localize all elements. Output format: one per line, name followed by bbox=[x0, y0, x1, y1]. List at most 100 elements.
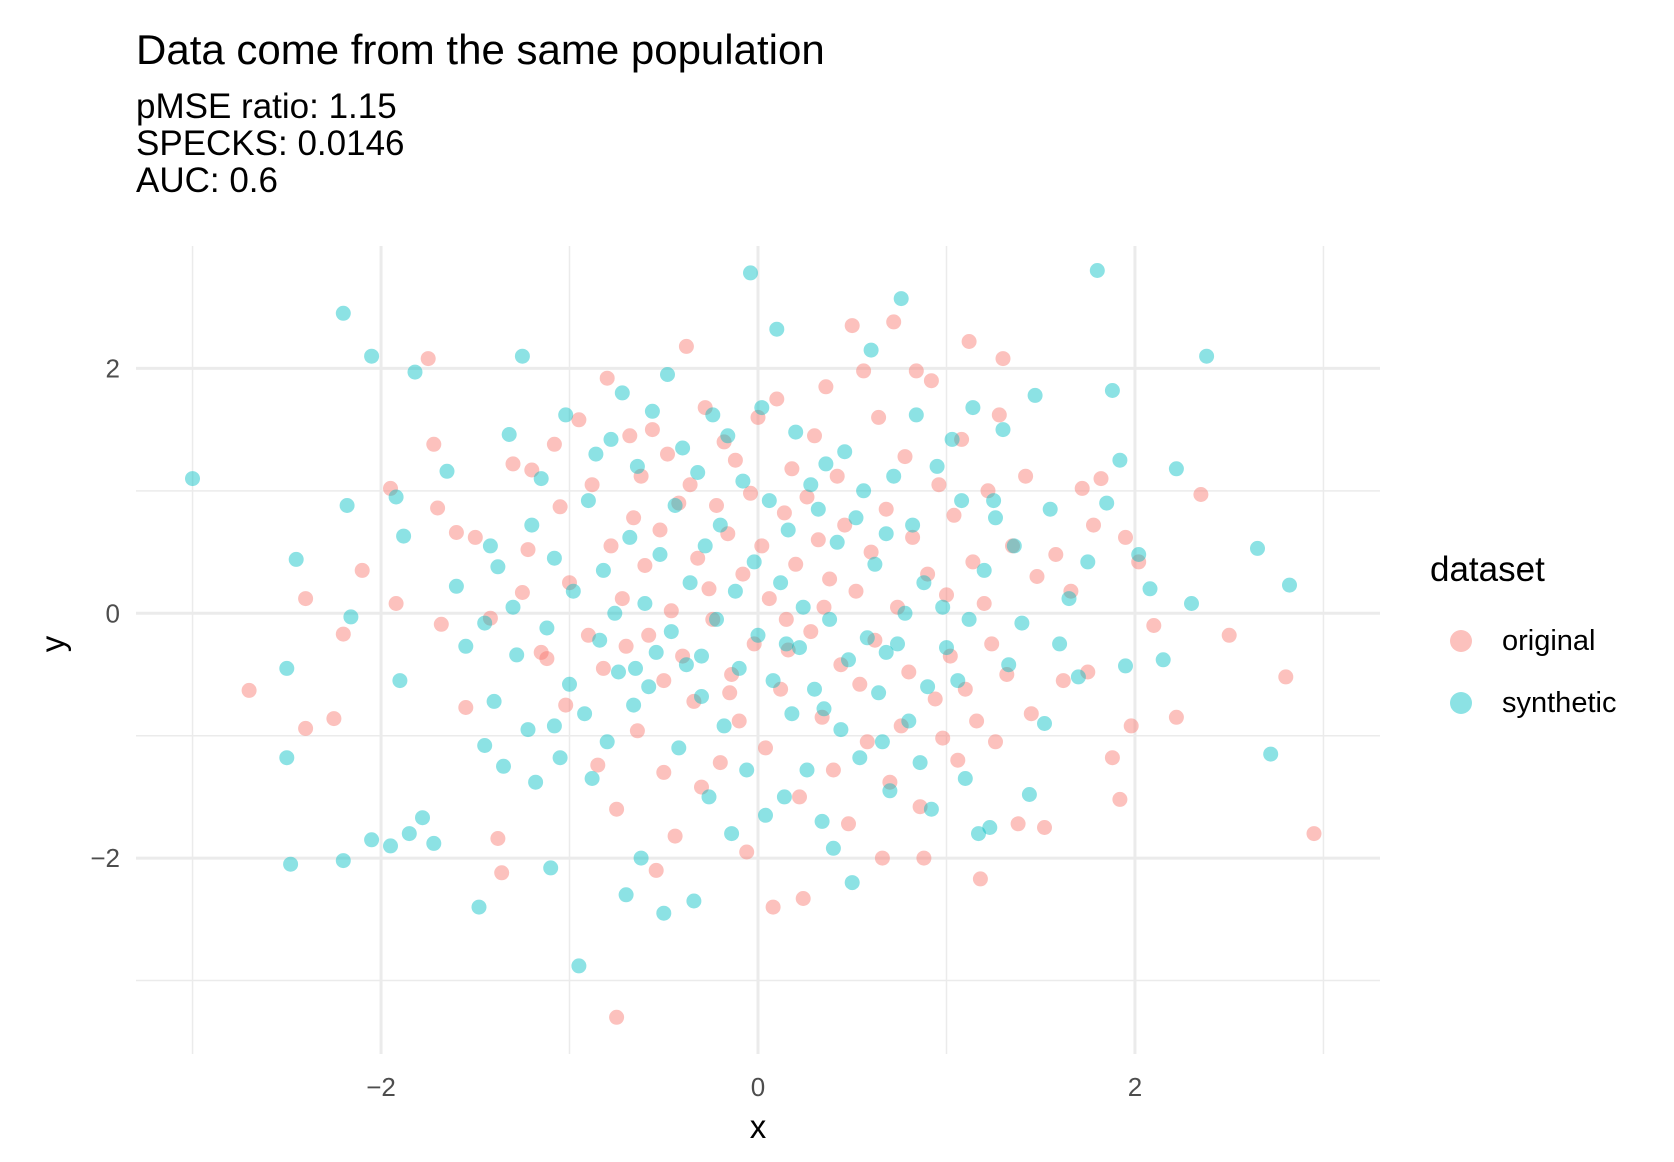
point-synthetic bbox=[890, 636, 905, 652]
point-synthetic bbox=[882, 783, 898, 799]
legend-item-synthetic: synthetic bbox=[1430, 672, 1616, 734]
point-original bbox=[935, 730, 951, 746]
point-original bbox=[946, 507, 962, 523]
point-original bbox=[758, 740, 773, 756]
legend-key-original bbox=[1450, 630, 1472, 652]
point-original bbox=[731, 713, 747, 729]
point-original bbox=[829, 468, 845, 484]
point-synthetic bbox=[675, 440, 691, 456]
point-synthetic bbox=[778, 636, 794, 652]
point-original bbox=[878, 501, 894, 517]
point-synthetic bbox=[1001, 657, 1017, 673]
point-original bbox=[856, 363, 872, 379]
point-original bbox=[614, 591, 630, 607]
point-synthetic bbox=[667, 498, 683, 513]
point-original bbox=[494, 865, 510, 881]
grid-lines bbox=[136, 246, 1380, 1054]
point-synthetic bbox=[810, 501, 826, 517]
point-original bbox=[957, 681, 973, 697]
point-original bbox=[859, 734, 875, 750]
point-original bbox=[965, 554, 981, 570]
point-original bbox=[825, 762, 841, 778]
point-synthetic bbox=[950, 673, 966, 689]
point-synthetic bbox=[1014, 615, 1030, 631]
point-original bbox=[995, 351, 1011, 367]
point-original bbox=[776, 505, 792, 521]
point-original bbox=[652, 522, 668, 538]
point-synthetic bbox=[652, 547, 668, 562]
point-synthetic bbox=[1080, 554, 1096, 570]
point-original bbox=[629, 723, 645, 739]
point-original bbox=[848, 583, 864, 599]
point-original bbox=[720, 526, 736, 542]
point-original bbox=[1146, 618, 1162, 633]
point-synthetic bbox=[754, 400, 770, 416]
point-synthetic bbox=[1061, 591, 1077, 607]
point-synthetic bbox=[758, 807, 773, 823]
point-synthetic bbox=[496, 758, 511, 774]
point-synthetic bbox=[501, 427, 517, 442]
point-synthetic bbox=[477, 615, 493, 631]
point-synthetic bbox=[965, 400, 981, 416]
point-synthetic bbox=[279, 660, 295, 676]
point-synthetic bbox=[599, 734, 615, 750]
point-original bbox=[641, 627, 657, 643]
point-original bbox=[920, 566, 936, 582]
point-original bbox=[656, 764, 672, 780]
point-synthetic bbox=[562, 676, 577, 692]
point-original bbox=[841, 816, 856, 832]
point-synthetic bbox=[916, 575, 932, 591]
point-synthetic bbox=[603, 431, 619, 447]
point-synthetic bbox=[611, 664, 626, 680]
point-synthetic bbox=[799, 762, 815, 778]
point-original bbox=[686, 693, 702, 709]
point-original bbox=[999, 667, 1015, 682]
point-synthetic bbox=[773, 575, 789, 591]
point-original bbox=[754, 538, 770, 554]
point-synthetic bbox=[1021, 787, 1037, 802]
point-synthetic bbox=[912, 755, 928, 771]
point-synthetic bbox=[988, 510, 1003, 526]
point-synthetic bbox=[528, 774, 544, 790]
point-synthetic bbox=[731, 660, 747, 676]
x-tick-label: 0 bbox=[751, 1072, 765, 1102]
point-synthetic bbox=[407, 364, 423, 380]
point-synthetic bbox=[897, 605, 913, 621]
point-original bbox=[1193, 487, 1209, 502]
point-synthetic bbox=[848, 510, 864, 526]
point-original bbox=[590, 757, 606, 773]
point-original bbox=[905, 529, 921, 545]
point-original bbox=[1221, 627, 1237, 643]
specks-text: SPECKS: 0.0146 bbox=[136, 124, 405, 163]
point-synthetic bbox=[694, 648, 709, 664]
point-synthetic bbox=[1070, 669, 1086, 685]
point-synthetic bbox=[1263, 746, 1279, 762]
point-original bbox=[660, 446, 675, 462]
point-synthetic bbox=[735, 473, 751, 489]
point-synthetic bbox=[185, 471, 200, 487]
point-synthetic bbox=[288, 551, 304, 567]
point-original bbox=[1123, 718, 1139, 734]
point-original bbox=[682, 477, 698, 493]
point-synthetic bbox=[694, 689, 709, 704]
point-synthetic bbox=[339, 498, 355, 513]
point-synthetic bbox=[1042, 501, 1058, 517]
point-synthetic bbox=[1184, 596, 1199, 611]
point-synthetic bbox=[716, 718, 732, 734]
point-original bbox=[705, 611, 721, 627]
point-synthetic bbox=[935, 599, 951, 615]
point-synthetic bbox=[976, 562, 992, 578]
point-original bbox=[961, 334, 977, 349]
point-synthetic bbox=[784, 706, 800, 722]
point-original bbox=[656, 673, 672, 689]
point-original bbox=[690, 550, 706, 566]
point-synthetic bbox=[415, 810, 430, 826]
point-synthetic bbox=[482, 538, 498, 554]
point-synthetic bbox=[863, 342, 879, 358]
point-original bbox=[580, 627, 596, 643]
point-synthetic bbox=[1155, 652, 1171, 668]
point-synthetic bbox=[648, 644, 664, 660]
point-synthetic bbox=[607, 605, 623, 621]
point-synthetic bbox=[761, 493, 777, 509]
point-synthetic bbox=[580, 493, 596, 509]
